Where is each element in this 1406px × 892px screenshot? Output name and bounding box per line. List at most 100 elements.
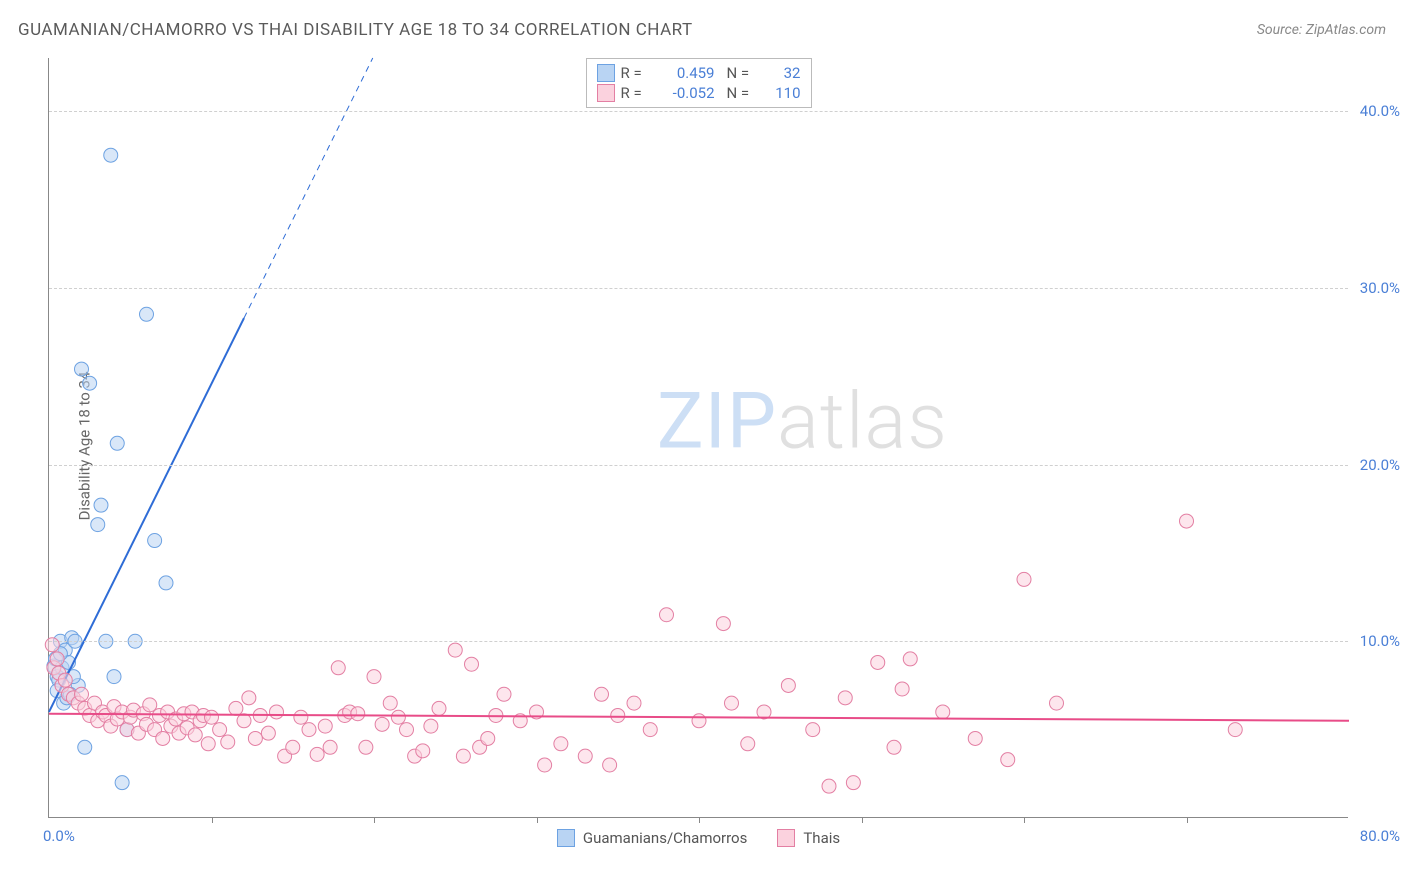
x-tick (862, 817, 863, 823)
data-point (78, 740, 92, 754)
regression-line (49, 318, 244, 712)
y-tick-label: 10.0% (1360, 632, 1400, 650)
data-point (75, 362, 89, 376)
r-label: R = (621, 84, 649, 102)
data-point (83, 376, 97, 390)
legend-swatch-1 (597, 84, 615, 102)
data-point (497, 687, 511, 701)
data-point (45, 638, 59, 652)
data-point (432, 701, 446, 715)
n-label: N = (727, 64, 761, 82)
data-point (75, 687, 89, 701)
scatter-svg (49, 58, 1349, 818)
legend-bottom-label-1: Thais (803, 829, 840, 847)
legend-item-0: Guamanians/Chamorros (557, 829, 747, 847)
data-point (806, 723, 820, 737)
data-point (140, 307, 154, 321)
data-point (383, 696, 397, 710)
data-point (554, 737, 568, 751)
data-point (822, 779, 836, 793)
n-value-1: 110 (767, 84, 801, 102)
data-point (1017, 572, 1031, 586)
data-point (936, 705, 950, 719)
data-point (91, 518, 105, 532)
data-point (895, 682, 909, 696)
r-value-0: 0.459 (655, 64, 715, 82)
data-point (603, 758, 617, 772)
data-point (302, 723, 316, 737)
x-tick (374, 817, 375, 823)
data-point (716, 617, 730, 631)
gridline (49, 288, 1348, 289)
data-point (627, 696, 641, 710)
data-point (115, 776, 129, 790)
gridline (49, 465, 1348, 466)
data-point (156, 731, 170, 745)
data-point (424, 719, 438, 733)
data-point (323, 740, 337, 754)
data-point (391, 710, 405, 724)
data-point (351, 707, 365, 721)
data-point (58, 673, 72, 687)
data-point (148, 534, 162, 548)
data-point (456, 749, 470, 763)
legend-bottom-swatch-0 (557, 829, 575, 847)
data-point (229, 701, 243, 715)
data-point (221, 735, 235, 749)
x-tick-label: 0.0% (43, 827, 75, 845)
data-point (846, 776, 860, 790)
data-point (201, 737, 215, 751)
data-point (310, 747, 324, 761)
data-point (318, 719, 332, 733)
data-point (416, 744, 430, 758)
y-tick-label: 20.0% (1360, 456, 1400, 474)
data-point (359, 740, 373, 754)
data-point (660, 608, 674, 622)
source-attribution: Source: ZipAtlas.com (1257, 22, 1386, 38)
x-tick (537, 817, 538, 823)
x-tick-label: 80.0% (1360, 827, 1400, 845)
n-value-0: 32 (767, 64, 801, 82)
data-point (107, 670, 121, 684)
legend-item-1: Thais (777, 829, 840, 847)
legend-bottom-swatch-1 (777, 829, 795, 847)
regression-line-extrapolated (244, 58, 373, 318)
x-tick (699, 817, 700, 823)
chart-title: GUAMANIAN/CHAMORRO VS THAI DISABILITY AG… (18, 20, 693, 40)
data-point (286, 740, 300, 754)
n-label: N = (727, 84, 761, 102)
legend-swatch-0 (597, 64, 615, 82)
legend-bottom-label-0: Guamanians/Chamorros (583, 829, 747, 847)
data-point (94, 498, 108, 512)
x-tick (1024, 817, 1025, 823)
data-point (968, 731, 982, 745)
data-point (692, 714, 706, 728)
data-point (903, 652, 917, 666)
y-tick-label: 40.0% (1360, 102, 1400, 120)
y-tick-label: 30.0% (1360, 279, 1400, 297)
data-point (887, 740, 901, 754)
data-point (838, 691, 852, 705)
series-legend: Guamanians/Chamorros Thais (49, 829, 1348, 847)
data-point (159, 576, 173, 590)
x-tick (212, 817, 213, 823)
data-point (643, 723, 657, 737)
r-label: R = (621, 64, 649, 82)
data-point (538, 758, 552, 772)
chart-plot-area: ZIPatlas R = 0.459 N = 32 R = -0.052 N =… (48, 58, 1348, 818)
data-point (104, 148, 118, 162)
data-point (248, 731, 262, 745)
data-point (448, 643, 462, 657)
data-point (375, 717, 389, 731)
data-point (261, 726, 275, 740)
data-point (871, 655, 885, 669)
data-point (242, 691, 256, 705)
data-point (331, 661, 345, 675)
data-point (781, 678, 795, 692)
data-point (1001, 753, 1015, 767)
legend-row-series-0: R = 0.459 N = 32 (597, 63, 801, 83)
data-point (188, 728, 202, 742)
x-tick (1187, 817, 1188, 823)
correlation-legend: R = 0.459 N = 32 R = -0.052 N = 110 (586, 58, 812, 108)
data-point (611, 708, 625, 722)
